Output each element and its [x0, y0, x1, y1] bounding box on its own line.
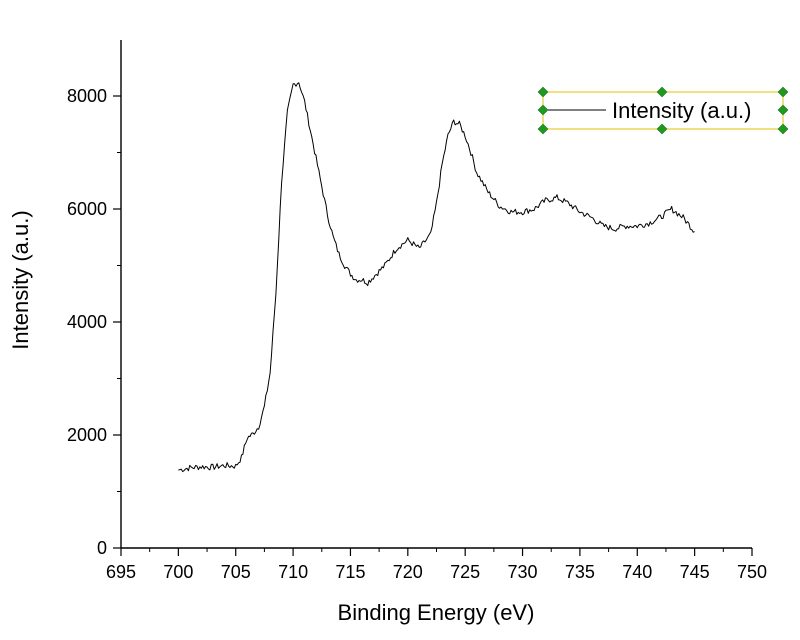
- y-axis-ticks: 0 2000 4000 6000 8000: [67, 86, 121, 558]
- x-tick-label: 730: [508, 562, 538, 582]
- legend-handle-top-middle[interactable]: [656, 86, 668, 98]
- y-tick-label: 0: [97, 538, 107, 558]
- legend-handle-bottom-left[interactable]: [537, 123, 549, 135]
- x-tick-label: 745: [680, 562, 710, 582]
- legend-handle-top-right[interactable]: [777, 86, 789, 98]
- x-tick-label: 715: [335, 562, 365, 582]
- x-tick-label: 705: [221, 562, 251, 582]
- x-tick-label: 725: [450, 562, 480, 582]
- legend-handle-middle-left[interactable]: [537, 104, 549, 116]
- x-tick-label: 695: [106, 562, 136, 582]
- x-axis-title: Binding Energy (eV): [338, 600, 535, 625]
- x-axis-ticks: 695 700 705 710 715 720 725 730 735 740 745 750: [106, 548, 767, 582]
- x-tick-label: 750: [737, 562, 767, 582]
- legend-handle-bottom-middle[interactable]: [656, 123, 668, 135]
- x-tick-label: 720: [393, 562, 423, 582]
- series-line-intensity: [178, 82, 695, 473]
- y-tick-label: 2000: [67, 425, 107, 445]
- x-tick-label: 710: [278, 562, 308, 582]
- x-tick-label: 700: [163, 562, 193, 582]
- legend[interactable]: Intensity (a.u.): [537, 86, 789, 135]
- y-tick-label: 8000: [67, 86, 107, 106]
- legend-label: Intensity (a.u.): [612, 98, 751, 123]
- legend-handle-top-left[interactable]: [537, 86, 549, 98]
- y-tick-label: 4000: [67, 312, 107, 332]
- y-tick-label: 6000: [67, 199, 107, 219]
- legend-handle-middle-right[interactable]: [777, 104, 789, 116]
- y-axis-title: Intensity (a.u.): [8, 210, 33, 349]
- x-tick-label: 740: [622, 562, 652, 582]
- legend-handles[interactable]: [537, 86, 789, 135]
- legend-handle-bottom-right[interactable]: [777, 123, 789, 135]
- x-tick-label: 735: [565, 562, 595, 582]
